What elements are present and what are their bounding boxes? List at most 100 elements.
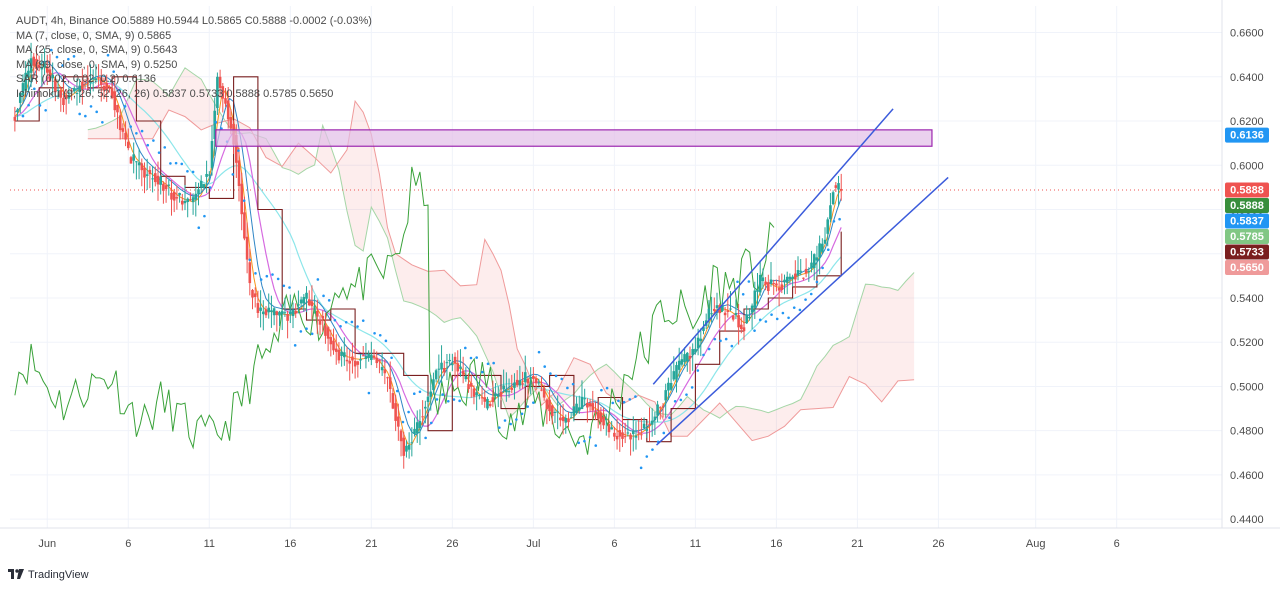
candle-body bbox=[715, 305, 719, 308]
candle-body bbox=[607, 424, 611, 433]
candle-body bbox=[575, 403, 578, 414]
candle-body bbox=[67, 94, 71, 99]
candle-body bbox=[421, 416, 424, 418]
sar-dot bbox=[617, 399, 620, 403]
candle-body bbox=[345, 359, 349, 362]
sar-dot bbox=[452, 398, 456, 401]
sar-dot bbox=[214, 120, 218, 124]
candle-body bbox=[656, 404, 659, 416]
sar-dot bbox=[384, 339, 388, 343]
candle-body bbox=[429, 391, 433, 397]
sar-dot bbox=[758, 318, 762, 322]
sar-dot bbox=[594, 444, 598, 447]
candle-body bbox=[275, 311, 279, 316]
sar-dot bbox=[169, 162, 172, 165]
candle-body bbox=[153, 173, 157, 183]
sar-dot bbox=[775, 317, 779, 321]
sar-dot bbox=[549, 372, 552, 375]
candle-body bbox=[448, 359, 451, 362]
sar-dot bbox=[424, 436, 427, 440]
candle-body bbox=[178, 192, 181, 196]
candle-body bbox=[332, 340, 335, 351]
candle-body bbox=[513, 382, 516, 388]
sar-dot bbox=[186, 169, 189, 173]
sar-dot bbox=[446, 399, 450, 403]
sar-dot bbox=[288, 286, 291, 289]
candle-body bbox=[410, 442, 414, 444]
kijun-line bbox=[14, 76, 842, 443]
candle-body bbox=[626, 432, 630, 434]
sar-dot bbox=[356, 325, 359, 328]
candle-body bbox=[675, 365, 678, 380]
tradingview-brand[interactable]: TradingView bbox=[8, 568, 89, 582]
candle-body bbox=[94, 78, 98, 81]
candle-body bbox=[267, 307, 271, 313]
candle-body bbox=[270, 310, 273, 312]
candle-body bbox=[388, 377, 392, 390]
candle-body bbox=[694, 348, 697, 353]
candle-body bbox=[305, 292, 308, 299]
candle-body bbox=[548, 399, 551, 412]
candle-body bbox=[526, 378, 530, 384]
candle-body bbox=[299, 299, 303, 304]
candle-body bbox=[202, 184, 206, 188]
y-tick-label: 0.6400 bbox=[1230, 72, 1264, 84]
candle-body bbox=[610, 427, 613, 430]
price-tag bbox=[1225, 244, 1269, 260]
brand-name: TradingView bbox=[28, 569, 89, 581]
x-tick-label: 16 bbox=[284, 538, 296, 550]
candle-body bbox=[16, 109, 19, 113]
candle-body bbox=[710, 313, 713, 315]
sar-dot bbox=[367, 391, 371, 395]
candle-body bbox=[718, 305, 722, 314]
candle-body bbox=[648, 423, 651, 425]
candle-body bbox=[653, 416, 657, 421]
candle-body bbox=[564, 417, 568, 423]
candle-body bbox=[143, 167, 146, 178]
candle-body bbox=[413, 428, 416, 434]
candle-body bbox=[167, 184, 171, 186]
candle-body bbox=[348, 360, 352, 364]
candle-body bbox=[297, 304, 300, 306]
candle-body bbox=[580, 397, 584, 410]
candle-body bbox=[329, 337, 333, 345]
candle-body bbox=[32, 56, 36, 66]
x-tick-label: 11 bbox=[690, 538, 701, 550]
candle-body bbox=[213, 110, 217, 140]
candle-body bbox=[831, 192, 835, 205]
candle-body bbox=[496, 394, 500, 397]
candle-body bbox=[235, 134, 238, 163]
sar-dot bbox=[339, 324, 342, 328]
sar-dot bbox=[407, 410, 410, 414]
candle-body bbox=[783, 279, 786, 283]
sar-dot bbox=[350, 320, 354, 324]
candle-body bbox=[478, 394, 481, 396]
sar-dot bbox=[566, 386, 569, 390]
candle-body bbox=[767, 282, 770, 291]
candle-body bbox=[529, 376, 532, 379]
sar-dot bbox=[248, 258, 252, 262]
candle-body bbox=[24, 72, 27, 91]
candle-body bbox=[475, 392, 478, 396]
cloud-fill bbox=[87, 67, 915, 441]
candle-body bbox=[505, 389, 508, 393]
candle-body bbox=[124, 132, 127, 140]
sar-dot bbox=[588, 435, 592, 439]
candle-body bbox=[542, 388, 546, 398]
ma99-legend: MA (99, close, 0, SMA, 9) 0.5250 bbox=[16, 58, 178, 71]
x-tick-label: 11 bbox=[204, 538, 215, 550]
candle-body bbox=[229, 117, 233, 129]
candle-body bbox=[351, 356, 354, 361]
sar-dot bbox=[276, 277, 280, 281]
channel-lower-line bbox=[656, 176, 949, 446]
candle-body bbox=[407, 444, 411, 450]
candle-body bbox=[826, 219, 830, 234]
candle-body bbox=[264, 309, 268, 316]
sar-dot bbox=[220, 127, 223, 130]
sar-dot bbox=[265, 274, 269, 278]
candle-body bbox=[245, 236, 249, 260]
sar-dot bbox=[89, 105, 93, 108]
candle-body bbox=[99, 77, 103, 85]
